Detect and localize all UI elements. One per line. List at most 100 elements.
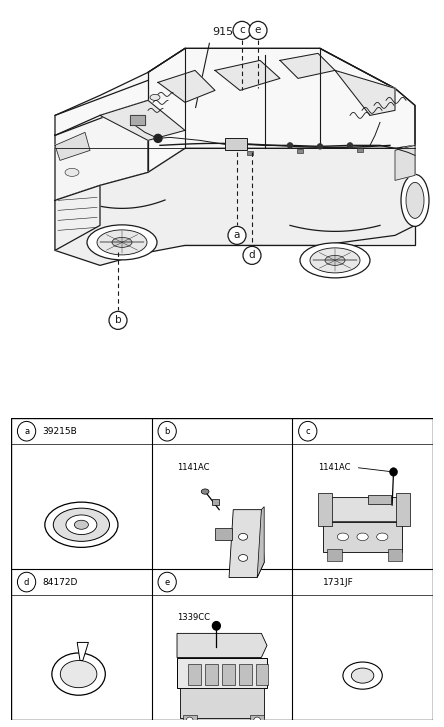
Ellipse shape <box>406 182 424 218</box>
Polygon shape <box>257 507 264 577</box>
Bar <box>297 149 303 153</box>
Bar <box>239 664 251 685</box>
Polygon shape <box>100 100 185 140</box>
Polygon shape <box>180 688 264 718</box>
Bar <box>182 715 197 727</box>
Circle shape <box>132 117 138 124</box>
Circle shape <box>158 572 176 592</box>
Polygon shape <box>55 145 415 265</box>
Ellipse shape <box>377 533 388 541</box>
Ellipse shape <box>238 534 248 540</box>
Bar <box>225 138 247 150</box>
Ellipse shape <box>238 555 248 561</box>
Ellipse shape <box>74 521 88 529</box>
Bar <box>188 664 201 685</box>
Polygon shape <box>368 494 391 504</box>
Polygon shape <box>55 100 148 202</box>
Ellipse shape <box>112 238 132 247</box>
Polygon shape <box>77 643 88 661</box>
Text: 91500: 91500 <box>212 28 248 37</box>
Text: 39215B: 39215B <box>42 427 77 435</box>
Circle shape <box>389 467 397 476</box>
Text: c: c <box>239 25 245 36</box>
Ellipse shape <box>337 533 349 541</box>
Circle shape <box>154 134 162 142</box>
Circle shape <box>17 572 36 592</box>
Bar <box>11 569 152 595</box>
Polygon shape <box>130 116 145 125</box>
Text: c: c <box>305 427 310 435</box>
Polygon shape <box>321 497 405 522</box>
Circle shape <box>348 143 353 148</box>
Circle shape <box>317 144 322 149</box>
Bar <box>11 418 152 444</box>
Bar <box>388 549 402 561</box>
Text: a: a <box>24 427 29 435</box>
Ellipse shape <box>45 502 118 547</box>
Text: e: e <box>255 25 261 36</box>
Polygon shape <box>229 510 264 577</box>
Bar <box>152 569 292 595</box>
Bar <box>256 664 268 685</box>
Ellipse shape <box>351 668 374 683</box>
Ellipse shape <box>87 225 157 260</box>
Ellipse shape <box>300 243 370 278</box>
Ellipse shape <box>325 255 345 265</box>
Text: 1731JF: 1731JF <box>323 577 354 587</box>
Ellipse shape <box>52 653 105 695</box>
Ellipse shape <box>60 661 97 688</box>
Text: 1141AC: 1141AC <box>177 462 210 472</box>
Polygon shape <box>215 60 280 90</box>
Circle shape <box>288 143 293 148</box>
Bar <box>250 715 264 727</box>
Bar <box>327 549 341 561</box>
Ellipse shape <box>343 662 382 689</box>
Text: b: b <box>164 427 170 435</box>
Ellipse shape <box>310 248 360 273</box>
Polygon shape <box>280 53 335 79</box>
Ellipse shape <box>201 489 209 494</box>
Bar <box>205 664 218 685</box>
Circle shape <box>212 622 220 630</box>
Bar <box>212 499 219 505</box>
Text: a: a <box>234 230 240 241</box>
Polygon shape <box>215 528 232 540</box>
Ellipse shape <box>401 174 429 226</box>
Polygon shape <box>177 633 267 657</box>
Ellipse shape <box>357 533 368 541</box>
Bar <box>357 148 363 153</box>
Circle shape <box>254 717 261 725</box>
Circle shape <box>109 311 127 329</box>
Ellipse shape <box>65 169 79 177</box>
Bar <box>292 418 433 444</box>
Text: d: d <box>249 250 255 260</box>
Text: e: e <box>165 577 170 587</box>
Circle shape <box>158 422 176 441</box>
Bar <box>396 493 410 526</box>
Circle shape <box>186 717 193 725</box>
Polygon shape <box>158 71 215 103</box>
Bar <box>247 151 253 156</box>
Ellipse shape <box>150 95 160 100</box>
Bar <box>317 493 332 526</box>
Polygon shape <box>55 185 100 250</box>
Circle shape <box>299 422 317 441</box>
Polygon shape <box>55 49 415 201</box>
Polygon shape <box>55 201 415 246</box>
Polygon shape <box>335 71 395 116</box>
Polygon shape <box>177 657 267 688</box>
Circle shape <box>228 226 246 244</box>
Bar <box>222 664 234 685</box>
Ellipse shape <box>53 508 110 542</box>
Bar <box>292 569 433 595</box>
Circle shape <box>243 246 261 265</box>
Text: 1141AC: 1141AC <box>317 462 350 472</box>
Polygon shape <box>395 145 415 180</box>
Ellipse shape <box>66 515 97 534</box>
Circle shape <box>249 21 267 39</box>
Polygon shape <box>323 522 402 552</box>
Circle shape <box>17 422 36 441</box>
Circle shape <box>233 21 251 39</box>
Text: d: d <box>24 577 29 587</box>
Text: 84172D: 84172D <box>42 577 77 587</box>
